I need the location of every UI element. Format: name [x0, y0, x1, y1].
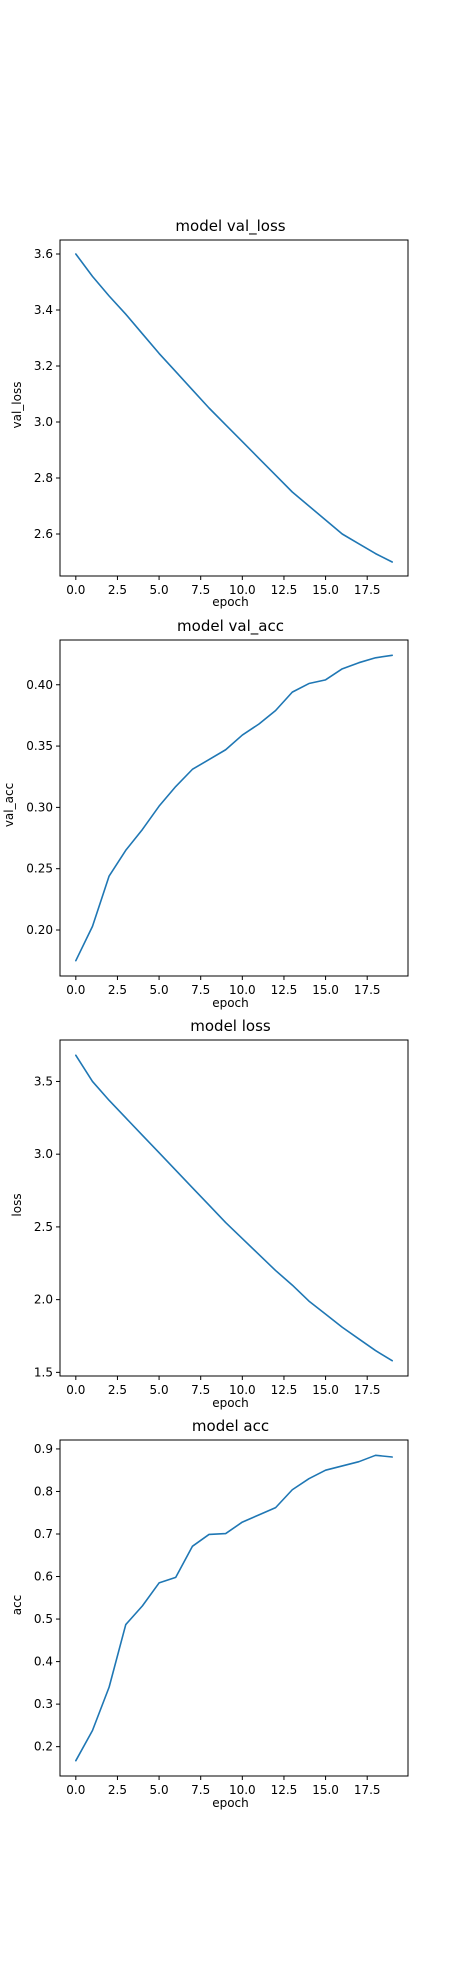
x-tick-label: 7.5 [191, 983, 210, 997]
y-tick-label: 0.4 [34, 1655, 53, 1669]
x-tick-label: 10.0 [229, 983, 256, 997]
y-tick-label: 0.6 [34, 1570, 53, 1584]
x-tick-label: 0.0 [66, 1783, 85, 1797]
y-tick-label: 3.0 [34, 415, 53, 429]
chart-title: model acc [192, 1417, 269, 1435]
y-tick-label: 2.5 [34, 1220, 53, 1234]
x-tick-label: 7.5 [191, 583, 210, 597]
chart-title: model loss [190, 1017, 271, 1035]
x-tick-label: 17.5 [354, 583, 381, 597]
y-tick-label: 0.40 [26, 678, 53, 692]
x-tick-label: 2.5 [108, 983, 127, 997]
x-tick-label: 12.5 [271, 583, 298, 597]
y-tick-label: 0.30 [26, 800, 53, 814]
y-tick-label: 0.25 [26, 862, 53, 876]
x-axis-label: epoch [212, 1796, 249, 1810]
y-tick-label: 2.0 [34, 1293, 53, 1307]
y-tick-label: 3.5 [34, 1074, 53, 1088]
x-tick-label: 15.0 [312, 983, 339, 997]
y-axis-label: loss [10, 1193, 24, 1216]
x-tick-label: 5.0 [150, 583, 169, 597]
y-tick-label: 3.0 [34, 1147, 53, 1161]
y-tick-label: 0.7 [34, 1527, 53, 1541]
x-tick-label: 10.0 [229, 1383, 256, 1397]
x-axis-label: epoch [212, 996, 249, 1010]
y-tick-label: 0.20 [26, 923, 53, 937]
x-tick-label: 10.0 [229, 1783, 256, 1797]
x-tick-label: 5.0 [150, 1783, 169, 1797]
x-tick-label: 5.0 [150, 1383, 169, 1397]
x-tick-label: 0.0 [66, 983, 85, 997]
y-tick-label: 3.6 [34, 247, 53, 261]
x-axis-label: epoch [212, 1396, 249, 1410]
y-tick-label: 2.6 [34, 527, 53, 541]
y-tick-label: 0.35 [26, 739, 53, 753]
x-tick-label: 7.5 [191, 1783, 210, 1797]
x-tick-label: 2.5 [108, 1383, 127, 1397]
x-tick-label: 17.5 [354, 1383, 381, 1397]
x-tick-label: 15.0 [312, 1383, 339, 1397]
y-axis-label: acc [10, 1595, 24, 1616]
x-tick-label: 15.0 [312, 583, 339, 597]
y-tick-label: 2.8 [34, 471, 53, 485]
x-axis-label: epoch [212, 595, 249, 609]
y-tick-label: 0.8 [34, 1484, 53, 1498]
x-tick-label: 15.0 [312, 1783, 339, 1797]
y-tick-label: 3.2 [34, 359, 53, 373]
chart-title: model val_acc [177, 617, 284, 636]
chart-title: model val_loss [175, 217, 285, 236]
x-tick-label: 17.5 [354, 1783, 381, 1797]
y-tick-label: 0.3 [34, 1697, 53, 1711]
x-tick-label: 2.5 [108, 583, 127, 597]
x-tick-label: 0.0 [66, 1383, 85, 1397]
y-tick-label: 0.5 [34, 1612, 53, 1626]
y-tick-label: 0.9 [34, 1442, 53, 1456]
x-tick-label: 10.0 [229, 583, 256, 597]
y-axis-label: val_loss [10, 382, 24, 429]
y-tick-label: 3.4 [34, 303, 53, 317]
x-tick-label: 12.5 [271, 1383, 298, 1397]
y-tick-label: 0.2 [34, 1740, 53, 1754]
x-tick-label: 12.5 [271, 983, 298, 997]
x-tick-label: 0.0 [66, 583, 85, 597]
x-tick-label: 7.5 [191, 1383, 210, 1397]
x-tick-label: 12.5 [271, 1783, 298, 1797]
x-tick-label: 2.5 [108, 1783, 127, 1797]
y-axis-label: val_acc [2, 783, 16, 827]
x-tick-label: 5.0 [150, 983, 169, 997]
x-tick-label: 17.5 [354, 983, 381, 997]
y-tick-label: 1.5 [34, 1365, 53, 1379]
